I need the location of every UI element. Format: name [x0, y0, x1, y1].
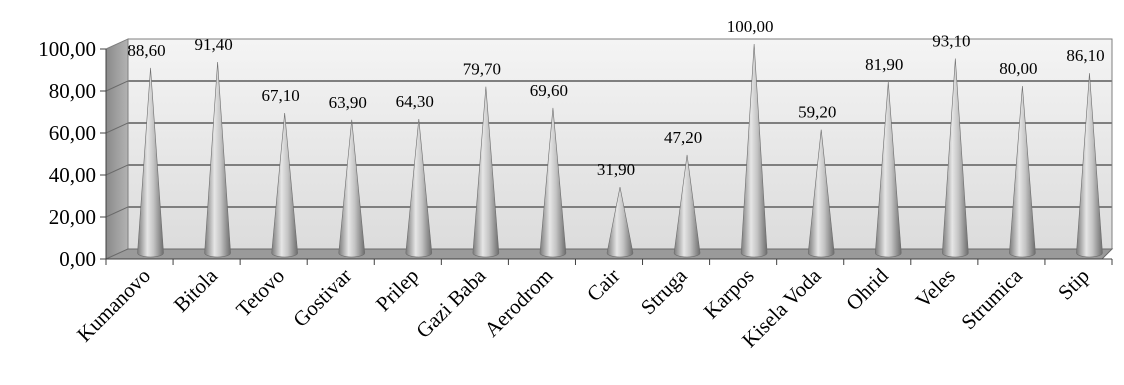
- cones-group: [137, 43, 1103, 258]
- data-label: 86,10: [1066, 46, 1104, 65]
- side-gridline: [105, 80, 129, 92]
- x-tick-label: Bitola: [169, 263, 223, 317]
- cone-bar: [874, 81, 902, 258]
- cone-bar: [942, 58, 969, 258]
- data-label: 67,10: [262, 86, 300, 105]
- cone-bar: [539, 107, 567, 258]
- x-tick-label: Strumica: [956, 263, 1027, 334]
- cone-bar: [472, 86, 500, 258]
- y-tick-label: 0,00: [59, 247, 96, 271]
- cone-bar: [271, 113, 298, 258]
- x-tick-label: Veles: [911, 264, 960, 313]
- data-label: 91,40: [194, 35, 232, 54]
- data-label: 59,20: [798, 103, 836, 122]
- data-label: 47,20: [664, 128, 702, 147]
- data-label: 69,60: [530, 81, 568, 100]
- x-tick-label: Struga: [636, 263, 692, 319]
- cone-bar: [1009, 85, 1036, 258]
- cone-bar: [338, 119, 366, 258]
- side-gridline: [105, 122, 129, 134]
- side-wall: [105, 38, 129, 260]
- side-gridline: [105, 206, 129, 218]
- y-tick-label: 20,00: [49, 205, 96, 229]
- x-tick-label: Aerodrom: [479, 264, 557, 342]
- y-tick-label: 100,00: [38, 37, 96, 61]
- cone-bar: [405, 118, 433, 258]
- x-tick-label: Karpos: [699, 264, 759, 324]
- x-tick-label: Tetovo: [231, 264, 289, 322]
- cone-bar: [204, 62, 231, 258]
- x-tick-label: Stip: [1053, 264, 1094, 305]
- data-label: 31,90: [597, 160, 635, 179]
- data-label: 64,30: [396, 92, 434, 111]
- x-tick-label: Cair: [582, 264, 625, 307]
- y-tick-label: 80,00: [49, 79, 96, 103]
- x-tick-label: Ohrid: [841, 263, 893, 315]
- x-tick-label: Prilep: [371, 264, 423, 316]
- cone-bar: [673, 154, 701, 258]
- data-label: 93,10: [932, 31, 970, 50]
- data-labels-group: 88,60 91,40 67,10 63,90 64,30 79,70 69,60 31,90…: [127, 17, 1104, 179]
- cone-bar: [807, 129, 835, 258]
- side-gridline: [105, 164, 129, 176]
- x-tick-label: Kumanovo: [72, 264, 155, 347]
- cone-bar: [740, 43, 768, 258]
- cone-bar: [1076, 73, 1103, 258]
- cone-bar: [137, 67, 164, 258]
- data-label: 81,90: [865, 55, 903, 74]
- data-label: 80,00: [999, 59, 1037, 78]
- y-axis-group: 0,00 20,00 40,00 60,00 80,00 100,00: [38, 37, 107, 271]
- x-tick-label: Gazi Baba: [411, 263, 491, 343]
- data-label: 79,70: [463, 60, 501, 79]
- data-label: 63,90: [329, 93, 367, 112]
- y-tick-label: 40,00: [49, 163, 96, 187]
- y-tick-label: 60,00: [49, 121, 96, 145]
- data-label: 88,60: [127, 41, 165, 60]
- x-tick-label: Gostivar: [288, 264, 356, 332]
- cone-bar: [606, 186, 634, 258]
- data-label: 100,00: [727, 17, 774, 36]
